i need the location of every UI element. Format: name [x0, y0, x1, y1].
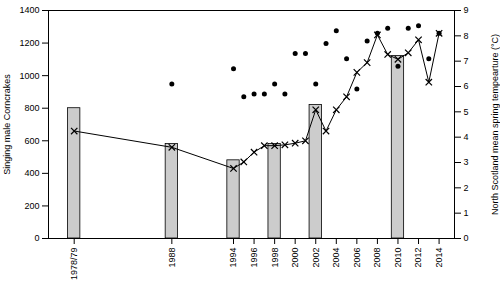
svg-text:1996: 1996 [249, 248, 259, 268]
svg-text:6: 6 [464, 81, 469, 91]
svg-text:1978/79: 1978/79 [69, 248, 79, 281]
svg-text:7: 7 [464, 56, 469, 66]
svg-text:2014: 2014 [434, 248, 444, 268]
svg-text:1: 1 [464, 208, 469, 218]
svg-text:2004: 2004 [331, 248, 341, 268]
svg-text:8: 8 [464, 31, 469, 41]
svg-text:200: 200 [24, 201, 39, 211]
svg-text:1000: 1000 [19, 71, 39, 81]
svg-text:2006: 2006 [352, 248, 362, 268]
svg-text:0: 0 [464, 233, 469, 243]
svg-text:2000: 2000 [290, 248, 300, 268]
svg-text:1998: 1998 [270, 248, 280, 268]
svg-text:2: 2 [464, 183, 469, 193]
svg-text:400: 400 [24, 168, 39, 178]
svg-text:5: 5 [464, 107, 469, 117]
svg-text:600: 600 [24, 136, 39, 146]
svg-text:2010: 2010 [393, 248, 403, 268]
svg-text:1994: 1994 [228, 248, 238, 268]
svg-text:800: 800 [24, 103, 39, 113]
svg-text:2008: 2008 [372, 248, 382, 268]
svg-text:North Scotland mean spring tem: North Scotland mean spring tempearture (… [490, 34, 500, 215]
svg-text:2012: 2012 [413, 248, 423, 268]
svg-text:3: 3 [464, 157, 469, 167]
svg-text:9: 9 [464, 5, 469, 15]
svg-text:1400: 1400 [19, 5, 39, 15]
svg-text:1200: 1200 [19, 38, 39, 48]
svg-text:4: 4 [464, 132, 469, 142]
svg-text:1988: 1988 [167, 248, 177, 268]
svg-text:2002: 2002 [311, 248, 321, 268]
svg-text:0: 0 [34, 233, 39, 243]
svg-text:Singing male Corncrakes: Singing male Corncrakes [2, 74, 12, 175]
